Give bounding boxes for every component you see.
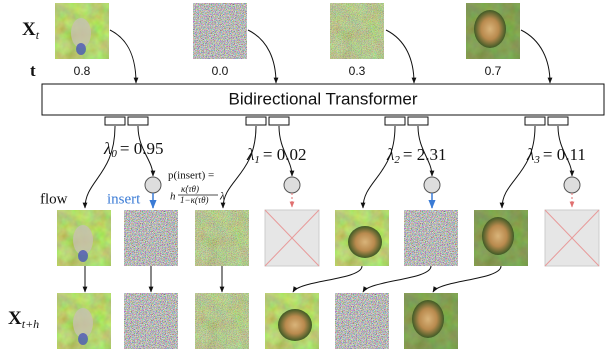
image (57, 293, 111, 349)
time-value: 0.3 (349, 64, 366, 78)
image (195, 210, 249, 266)
diagram: Xt t Xt+h 0.8 0.0 0.3 0.7 Bidirectional … (0, 0, 605, 355)
transformer-label: Bidirectional Transformer (229, 89, 418, 108)
lambda-label: λ2= 2.31 (386, 145, 446, 166)
formula-h: h (170, 191, 176, 203)
image (57, 210, 111, 266)
output-arrows (85, 266, 501, 292)
formula-lhs: p(insert) = (168, 170, 214, 182)
image (124, 210, 178, 266)
row-label: Xt+h (8, 308, 39, 330)
image (404, 293, 458, 349)
image (195, 293, 249, 349)
lambda-label: λ3= 0.11 (526, 145, 586, 166)
image (193, 3, 247, 59)
image-removed (265, 210, 319, 266)
image (124, 293, 178, 349)
image (55, 3, 109, 59)
image (466, 3, 520, 59)
row-label: Xt (22, 19, 40, 41)
image (265, 293, 319, 349)
page: {"row_labels": {"x_t": {"symbol": "X", "… (0, 0, 605, 355)
formula-numerator: κ̇(τθ) (181, 184, 199, 194)
insert-label: insert (107, 191, 141, 207)
flow-label: flow (40, 191, 68, 207)
image (330, 3, 384, 59)
image (335, 293, 389, 349)
formula-denominator: 1−κ(τθ) (180, 195, 209, 205)
time-value: 0.8 (74, 64, 91, 78)
image (335, 210, 389, 266)
lambda-label: λ1= 0.02 (246, 145, 306, 166)
row-label: t (30, 61, 36, 80)
image-removed (545, 210, 599, 266)
time-value: 0.7 (485, 64, 502, 78)
time-value: 0.0 (212, 64, 229, 78)
image (404, 210, 458, 266)
tokens (105, 117, 568, 125)
image (474, 210, 528, 266)
